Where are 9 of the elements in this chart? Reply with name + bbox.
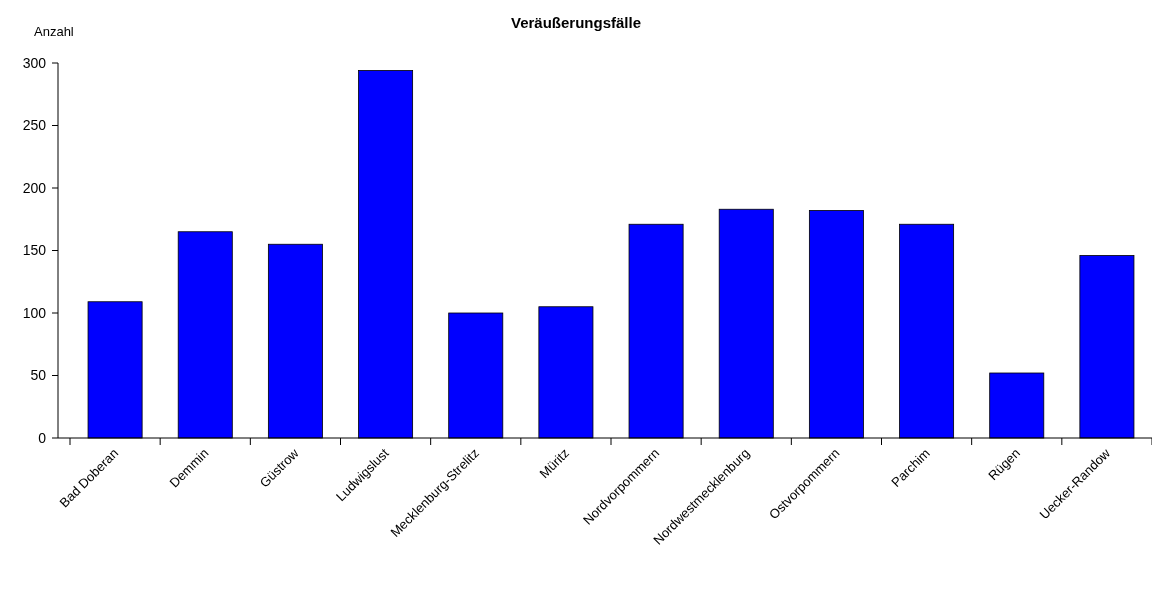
y-axis-title: Anzahl — [34, 24, 74, 39]
y-tick-label: 150 — [22, 242, 47, 259]
y-tick-label: 300 — [22, 54, 47, 71]
y-tick-label: 200 — [22, 179, 47, 196]
y-tick-label: 50 — [30, 367, 47, 384]
chart-title: Veräußerungsfälle — [510, 14, 642, 31]
y-tick-label: 0 — [38, 429, 47, 446]
y-tick-label: 250 — [22, 117, 47, 134]
y-tick-label: 100 — [22, 304, 47, 321]
